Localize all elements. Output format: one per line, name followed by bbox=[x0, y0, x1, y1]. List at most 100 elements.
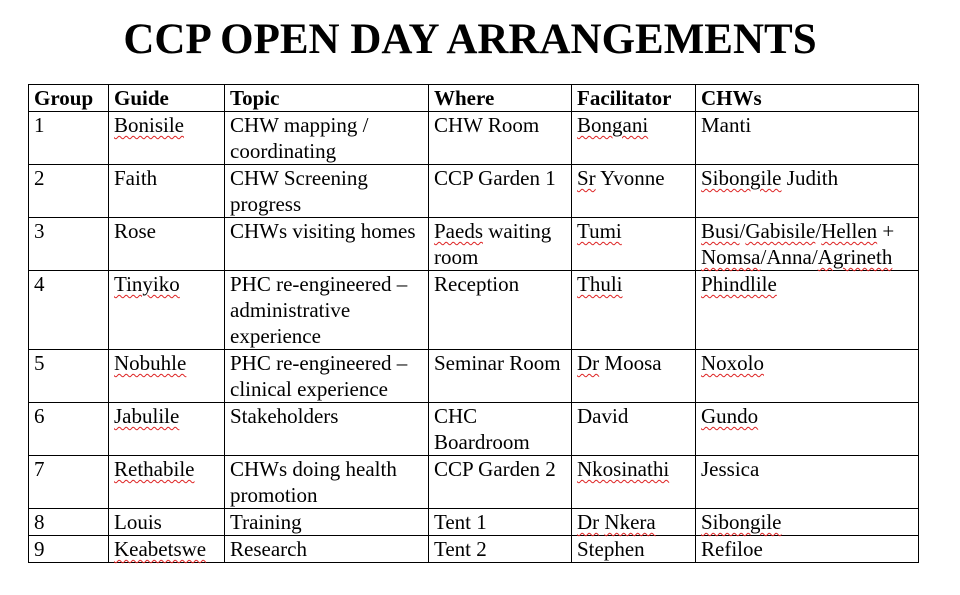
cell-text: Rose bbox=[114, 219, 156, 243]
cell-text: 3 bbox=[34, 219, 45, 243]
cell-text: 8 bbox=[34, 510, 45, 534]
cell-topic: PHC re-engineered – administrative exper… bbox=[224, 270, 429, 350]
cell-guide: Rose bbox=[108, 217, 225, 271]
table-row: 3 Rose CHWs visiting homes Paeds waiting ro… bbox=[28, 217, 919, 271]
cell-text: 5 bbox=[34, 351, 45, 375]
cell-text: Manti bbox=[701, 113, 752, 137]
cell-where: Paeds waiting room bbox=[428, 217, 572, 271]
cell-text: 6 bbox=[34, 404, 45, 428]
cell-text: Gundo bbox=[701, 404, 759, 428]
cell-text: Research bbox=[230, 537, 307, 561]
arrangements-table: Group Guide Topic Where Facilitator CHWs… bbox=[28, 84, 919, 563]
cell-topic: Stakeholders bbox=[224, 402, 429, 456]
cell-topic: CHW mapping / coordinating bbox=[224, 111, 429, 165]
header-chws: CHWs bbox=[695, 84, 919, 112]
cell-facilitator: Dr Moosa bbox=[571, 349, 696, 403]
cell-text: Tent 2 bbox=[434, 537, 487, 561]
cell-facilitator: Thuli bbox=[571, 270, 696, 350]
cell-group: 3 bbox=[28, 217, 109, 271]
cell-text: CHC Boardroom bbox=[434, 404, 530, 454]
cell-chws: Busi/Gabisile/Hellen + Nomsa/Anna/Agrine… bbox=[695, 217, 919, 271]
cell-guide: Jabulile bbox=[108, 402, 225, 456]
cell-where: CHC Boardroom bbox=[428, 402, 572, 456]
cell-guide: Rethabile bbox=[108, 455, 225, 509]
header-group: Group bbox=[28, 84, 109, 112]
cell-chws: Jessica bbox=[695, 455, 919, 509]
cell-text: CCP Garden 2 bbox=[434, 457, 556, 481]
cell-text: 2 bbox=[34, 166, 45, 190]
cell-text: Phindlile bbox=[701, 272, 777, 296]
cell-topic: CHWs visiting homes bbox=[224, 217, 429, 271]
cell-text: 4 bbox=[34, 272, 45, 296]
document-title: CCP OPEN DAY ARRANGEMENTS bbox=[123, 16, 817, 63]
header-guide: Guide bbox=[108, 84, 225, 112]
cell-facilitator: Stephen bbox=[571, 535, 696, 563]
table-row: 9 Keabetswe Research Tent 2 Stephen Refiloe bbox=[28, 535, 919, 563]
cell-where: CCP Garden 1 bbox=[428, 164, 572, 218]
cell-text: Dr Nkera bbox=[577, 510, 656, 534]
cell-text: CHW Room bbox=[434, 113, 540, 137]
cell-where: Reception bbox=[428, 270, 572, 350]
cell-guide: Louis bbox=[108, 508, 225, 536]
cell-facilitator: Bongani bbox=[571, 111, 696, 165]
cell-group: 4 bbox=[28, 270, 109, 350]
cell-guide: Tinyiko bbox=[108, 270, 225, 350]
cell-text: Busi/Gabisile/Hellen + Nomsa/Anna/Agrine… bbox=[701, 219, 895, 269]
cell-where: Tent 1 bbox=[428, 508, 572, 536]
cell-text: 9 bbox=[34, 537, 45, 561]
cell-chws: Noxolo bbox=[695, 349, 919, 403]
cell-text: Tinyiko bbox=[114, 272, 180, 296]
cell-text: Louis bbox=[114, 510, 162, 534]
cell-text: Refiloe bbox=[701, 537, 763, 561]
cell-text: CHW Screening progress bbox=[230, 166, 368, 216]
cell-guide: Nobuhle bbox=[108, 349, 225, 403]
cell-text: Faith bbox=[114, 166, 158, 190]
cell-text: Sibongile Judith bbox=[701, 166, 839, 190]
cell-group: 5 bbox=[28, 349, 109, 403]
cell-text: Stakeholders bbox=[230, 404, 339, 428]
cell-chws: Manti bbox=[695, 111, 919, 165]
cell-text: Seminar Room bbox=[434, 351, 561, 375]
cell-text: 7 bbox=[34, 457, 45, 481]
cell-chws: Phindlile bbox=[695, 270, 919, 350]
cell-text: Jessica bbox=[701, 457, 760, 481]
cell-group: 9 bbox=[28, 535, 109, 563]
table-row: 5 Nobuhle PHC re-engineered – clinical exp… bbox=[28, 349, 919, 403]
cell-text: PHC re-engineered – administrative exper… bbox=[230, 272, 408, 348]
table-row: 6 Jabulile Stakeholders CHC Boardroom David G… bbox=[28, 402, 919, 456]
cell-text: Nobuhle bbox=[114, 351, 187, 375]
cell-chws: Sibongile Judith bbox=[695, 164, 919, 218]
cell-group: 1 bbox=[28, 111, 109, 165]
cell-text: CCP Garden 1 bbox=[434, 166, 556, 190]
cell-text: Noxolo bbox=[701, 351, 764, 375]
table-row: 8 Louis Training Tent 1 Dr Nkera Sibongile bbox=[28, 508, 919, 536]
table-row: 7 Rethabile CHWs doing health promotion CCP… bbox=[28, 455, 919, 509]
cell-text: Training bbox=[230, 510, 302, 534]
cell-facilitator: Sr Yvonne bbox=[571, 164, 696, 218]
header-where: Where bbox=[428, 84, 572, 112]
cell-text: Stephen bbox=[577, 537, 645, 561]
cell-text: Tumi bbox=[577, 219, 622, 243]
cell-text: CHWs doing health promotion bbox=[230, 457, 397, 507]
cell-group: 8 bbox=[28, 508, 109, 536]
table-row: 2 Faith CHW Screening progress CCP Garden 1… bbox=[28, 164, 919, 218]
header-row: Group Guide Topic Where Facilitator CHWs bbox=[28, 84, 919, 112]
header-topic: Topic bbox=[224, 84, 429, 112]
cell-text: Thuli bbox=[577, 272, 623, 296]
cell-text: Reception bbox=[434, 272, 520, 296]
cell-facilitator: David bbox=[571, 402, 696, 456]
cell-group: 6 bbox=[28, 402, 109, 456]
cell-guide: Bonisile bbox=[108, 111, 225, 165]
cell-text: CHW mapping / coordinating bbox=[230, 113, 369, 163]
cell-text: CHWs visiting homes bbox=[230, 219, 416, 243]
cell-text: Sibongile bbox=[701, 510, 782, 534]
cell-text: 1 bbox=[34, 113, 45, 137]
cell-topic: CHW Screening progress bbox=[224, 164, 429, 218]
cell-facilitator: Tumi bbox=[571, 217, 696, 271]
cell-topic: Research bbox=[224, 535, 429, 563]
cell-where: CCP Garden 2 bbox=[428, 455, 572, 509]
cell-where: Tent 2 bbox=[428, 535, 572, 563]
cell-chws: Refiloe bbox=[695, 535, 919, 563]
cell-group: 2 bbox=[28, 164, 109, 218]
cell-group: 7 bbox=[28, 455, 109, 509]
